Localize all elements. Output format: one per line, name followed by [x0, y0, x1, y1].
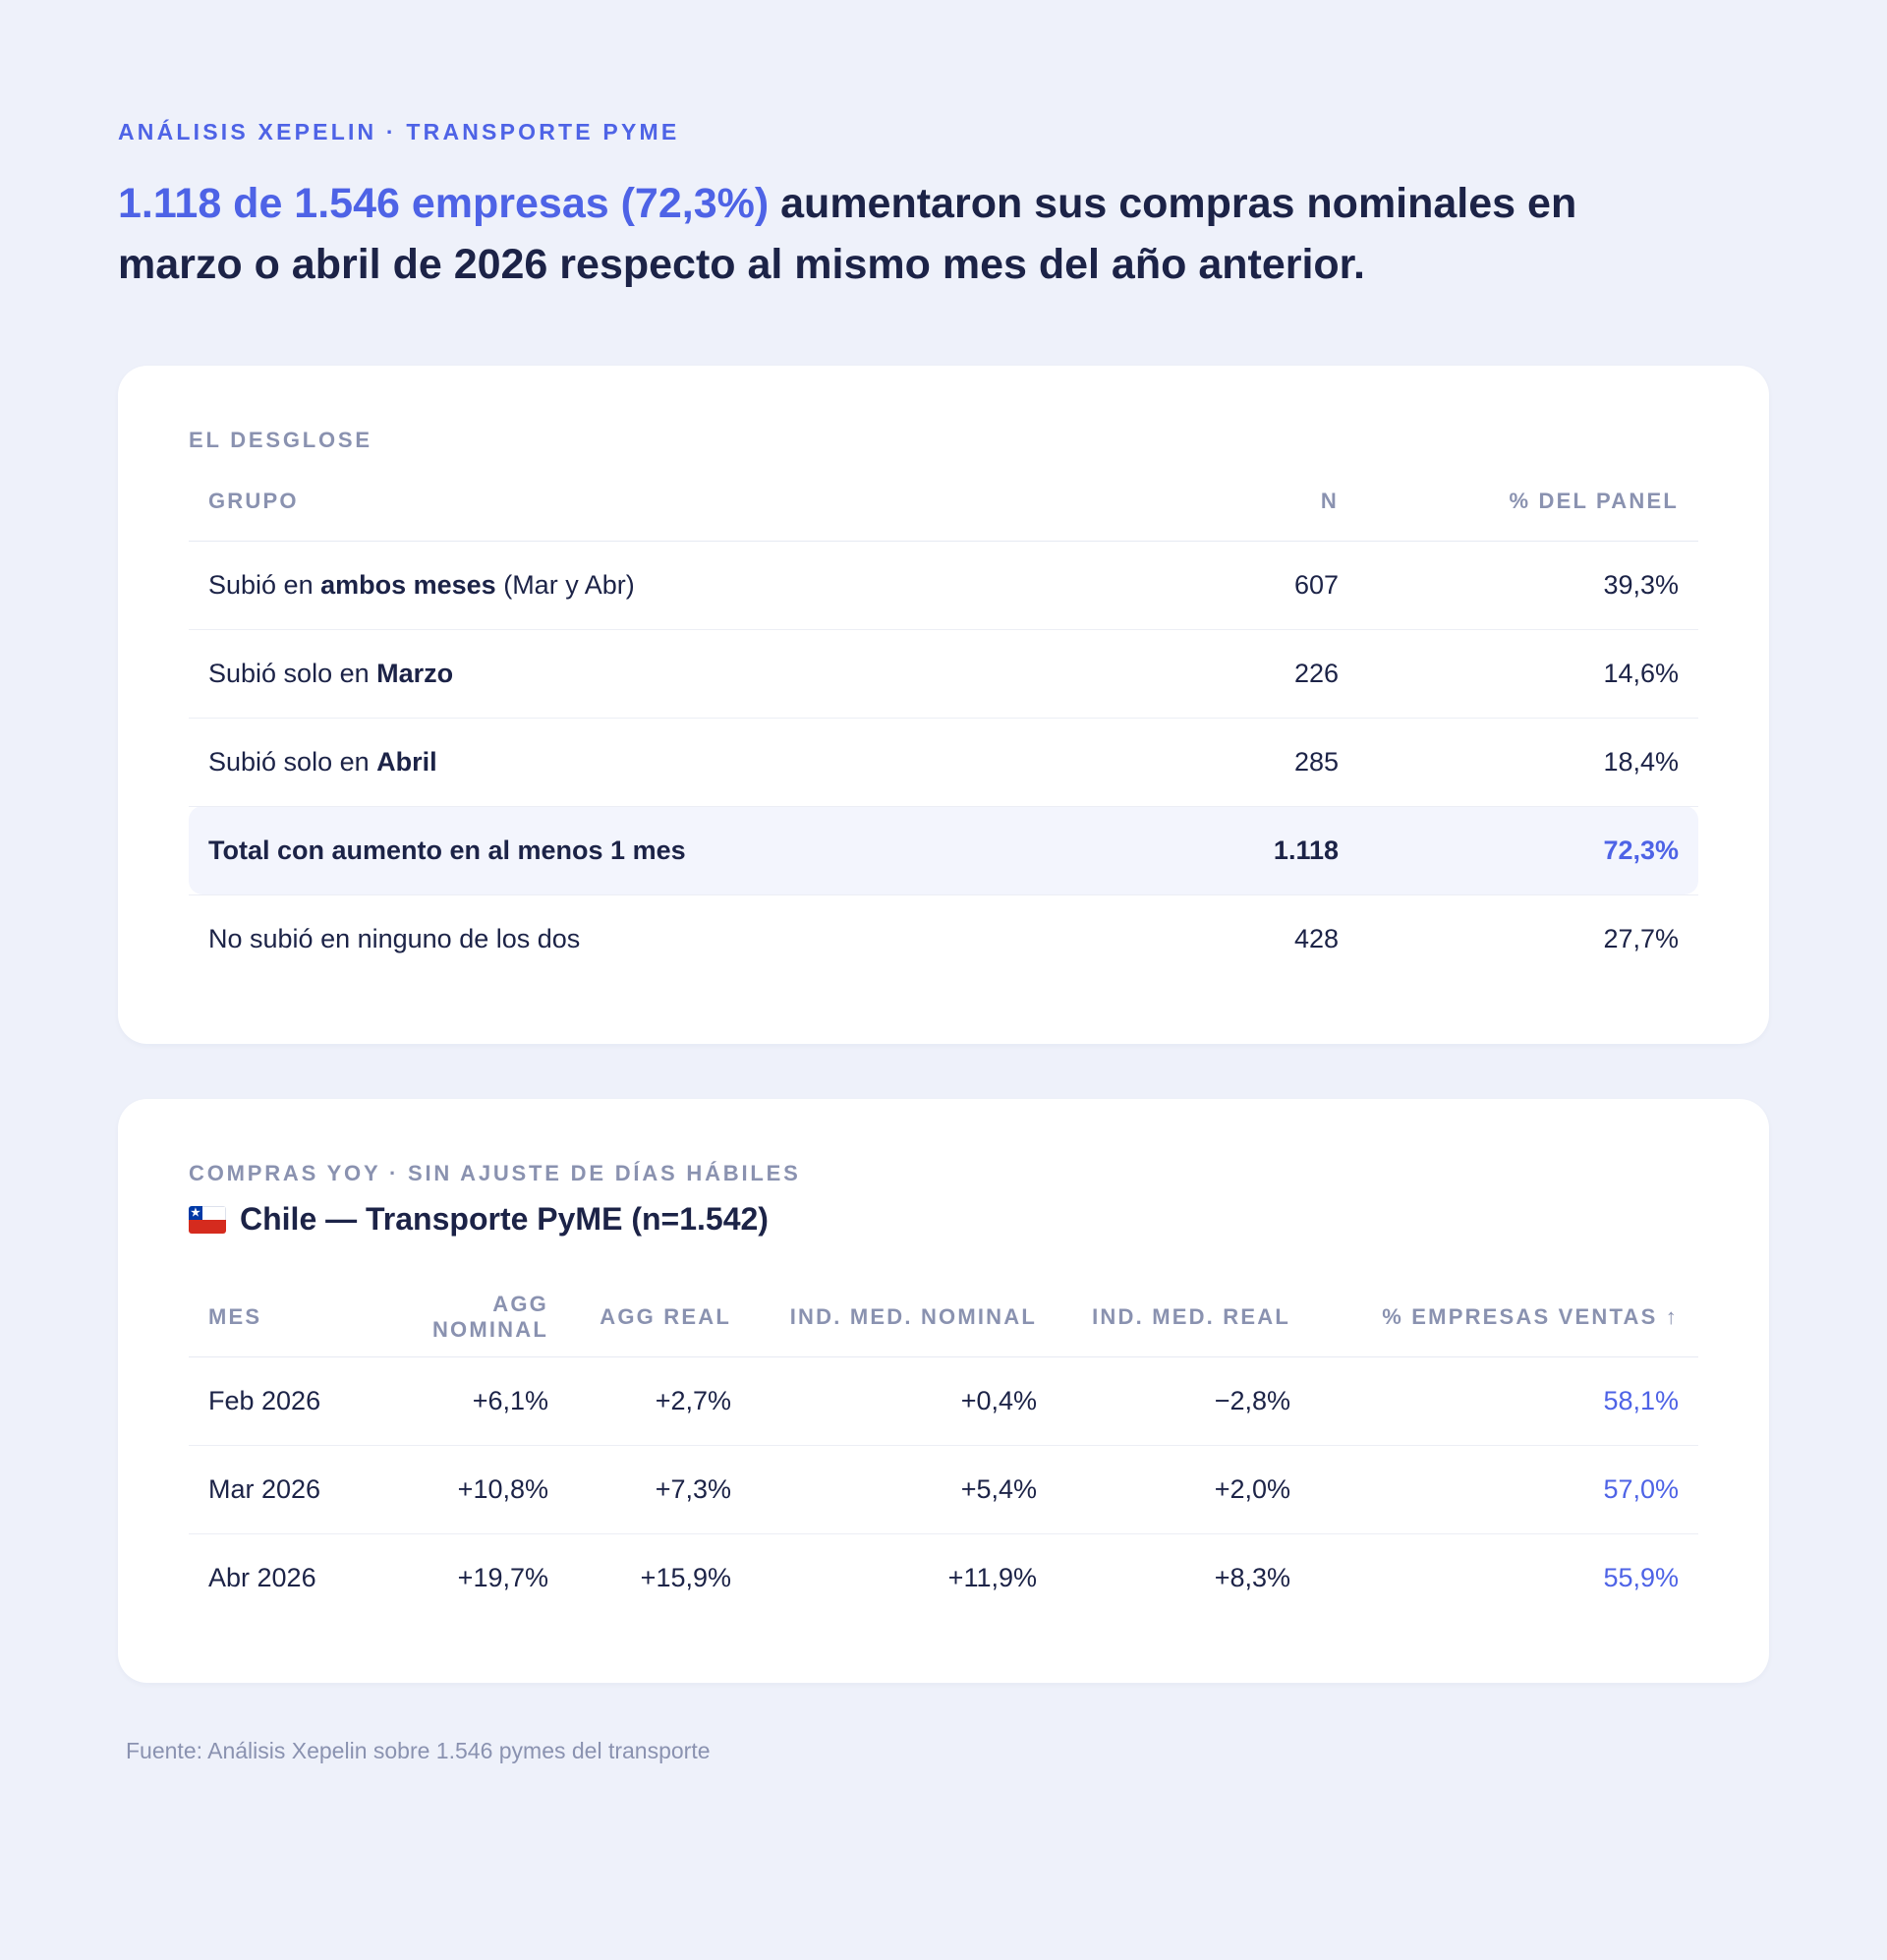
table-row: Subió solo en Abril 285 18,4% — [189, 718, 1698, 807]
headline-rest: aumentaron sus compras nominales en marz… — [118, 180, 1577, 288]
cell-pct-empresas: 55,9% — [1603, 1562, 1679, 1592]
row-group-text: Subió solo en — [208, 746, 377, 777]
cell-mes: Mar 2026 — [189, 1445, 358, 1534]
row-n: 226 — [1172, 629, 1358, 719]
row-pct: 39,3% — [1358, 541, 1698, 630]
row-n: 285 — [1172, 718, 1358, 807]
table-row: Mar 2026 +10,8% +7,3% +5,4% +2,0% 57,0% — [189, 1445, 1698, 1534]
row-pct: 27,7% — [1603, 923, 1679, 953]
column-header-pct-panel: % DEL PANEL — [1358, 462, 1698, 542]
yoy-title-text: Chile — Transporte PyME (n=1.542) — [240, 1201, 769, 1237]
yoy-label: COMPRAS YOY · SIN AJUSTE DE DÍAS HÁBILES — [189, 1161, 801, 1185]
cell-mes: Feb 2026 — [189, 1356, 358, 1446]
column-header-agg-real: AGG REAL — [568, 1278, 751, 1357]
chile-flag-icon: ★ — [189, 1205, 226, 1234]
column-header-grupo: GRUPO — [189, 462, 1172, 542]
cell-pct-empresas: 58,1% — [1310, 1356, 1698, 1446]
row-group-text: Subió en — [208, 569, 321, 600]
cell-ind-med-real: −2,8% — [1057, 1356, 1310, 1446]
cell-agg-nominal: +19,7% — [457, 1562, 548, 1592]
table-row: No subió en ninguno de los dos 428 27,7% — [189, 894, 1698, 983]
cell-ind-med-nominal: +5,4% — [751, 1445, 1057, 1534]
row-n: 607 — [1172, 541, 1358, 630]
table-row: Subió solo en Marzo 226 14,6% — [189, 629, 1698, 719]
column-header-n: N — [1172, 462, 1358, 542]
row-n: 428 — [1293, 923, 1339, 953]
row-group-bold: Marzo — [376, 658, 454, 688]
cell-pct-empresas: 57,0% — [1310, 1445, 1698, 1534]
cell-agg-real: +7,3% — [568, 1445, 751, 1534]
cell-agg-real: +2,7% — [568, 1356, 751, 1446]
yoy-header-row: MES AGG NOMINAL AGG REAL IND. MED. NOMIN… — [189, 1278, 1698, 1357]
column-header-ind-med-nominal: IND. MED. NOMINAL — [751, 1278, 1057, 1357]
row-group: Subió solo en Marzo — [189, 629, 1172, 719]
table-row: Abr 2026 +19,7% +15,9% +11,9% +8,3% 55,9… — [189, 1533, 1698, 1622]
cell-ind-med-nominal: +0,4% — [751, 1356, 1057, 1446]
row-group-suffix: (Mar y Abr) — [495, 569, 635, 600]
yoy-table: MES AGG NOMINAL AGG REAL IND. MED. NOMIN… — [189, 1278, 1698, 1622]
row-group-text: Subió solo en — [208, 658, 377, 688]
cell-ind-med-nominal: +11,9% — [947, 1562, 1037, 1592]
yoy-title: ★ Chile — Transporte PyME (n=1.542) — [189, 1201, 769, 1238]
cell-ind-med-real: +2,0% — [1057, 1445, 1310, 1534]
cell-mes: Abr 2026 — [208, 1562, 316, 1592]
row-group-text: No subió en ninguno de los dos — [208, 923, 581, 953]
cell-agg-real: +15,9% — [640, 1562, 731, 1592]
cell-agg-nominal: +6,1% — [358, 1356, 568, 1446]
cell-ind-med-real: +8,3% — [1214, 1562, 1290, 1592]
table-row: Subió en ambos meses (Mar y Abr) 607 39,… — [189, 541, 1698, 630]
source-footnote: Fuente: Análisis Xepelin sobre 1.546 pym… — [126, 1738, 711, 1763]
total-row: Total con aumento en al menos 1 mes 1.11… — [189, 806, 1698, 895]
row-pct: 18,4% — [1358, 718, 1698, 807]
column-header-ind-med-real: IND. MED. REAL — [1057, 1278, 1310, 1357]
row-group-bold: Total con aumento en al menos 1 mes — [208, 835, 686, 865]
column-header-pct-empresas: % EMPRESAS VENTAS ↑ — [1310, 1278, 1698, 1357]
breakdown-table: GRUPO N % DEL PANEL Subió en ambos meses… — [189, 462, 1698, 983]
row-group: Subió en ambos meses (Mar y Abr) — [189, 541, 1172, 630]
breakdown-header-row: GRUPO N % DEL PANEL — [189, 462, 1698, 542]
row-pct: 14,6% — [1358, 629, 1698, 719]
page-headline: 1.118 de 1.546 empresas (72,3%) aumentar… — [118, 173, 1651, 295]
row-group: No subió en ninguno de los dos — [189, 894, 1172, 983]
row-group-bold: ambos meses — [320, 569, 496, 600]
row-pct: 72,3% — [1358, 806, 1698, 895]
row-group-bold: Abril — [376, 746, 437, 777]
cell-agg-nominal: +10,8% — [358, 1445, 568, 1534]
column-header-mes: MES — [189, 1278, 358, 1357]
row-group: Total con aumento en al menos 1 mes — [189, 806, 1172, 895]
eyebrow-label: ANÁLISIS XEPELIN · TRANSPORTE PYME — [118, 119, 680, 144]
row-n: 1.118 — [1172, 806, 1358, 895]
breakdown-label: EL DESGLOSE — [189, 428, 372, 452]
headline-accent: 1.118 de 1.546 empresas (72,3%) — [118, 180, 770, 227]
table-row: Feb 2026 +6,1% +2,7% +0,4% −2,8% 58,1% — [189, 1356, 1698, 1446]
column-header-agg-nominal: AGG NOMINAL — [358, 1278, 568, 1357]
row-group: Subió solo en Abril — [189, 718, 1172, 807]
